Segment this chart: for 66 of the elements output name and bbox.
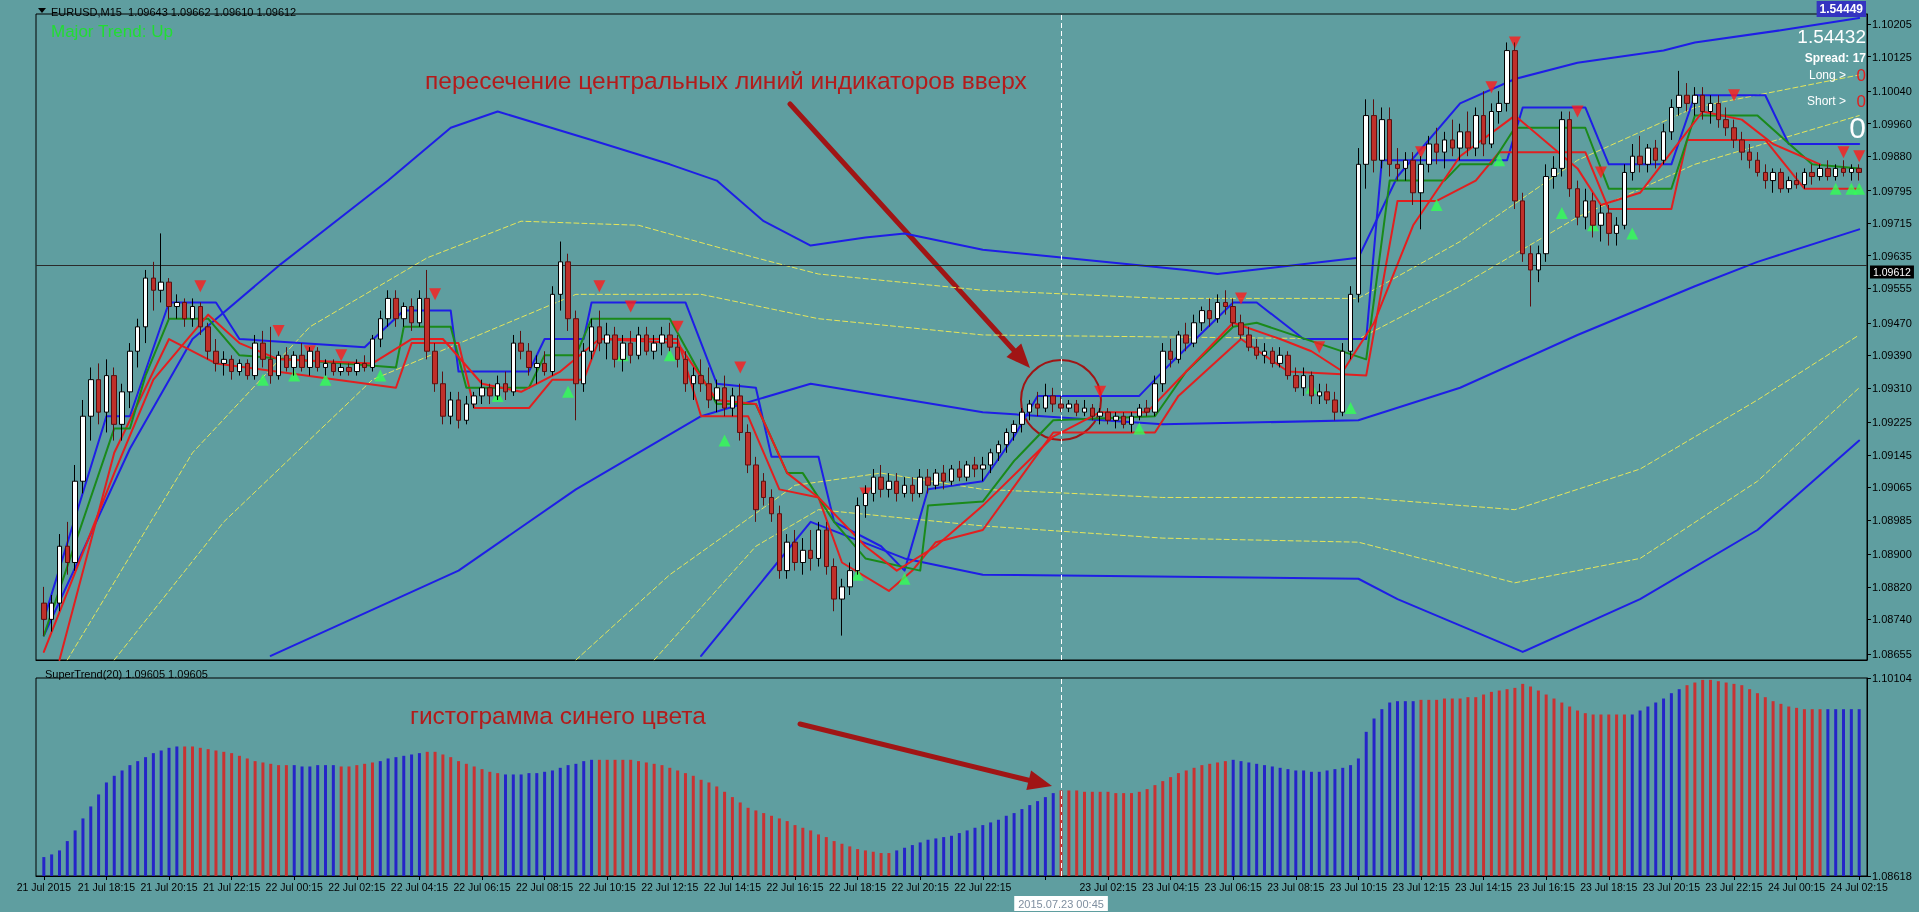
x-tick-label: 22 Jul 08:15 <box>516 880 574 893</box>
annotation: 1.54432 <box>1797 25 1866 47</box>
x-tick-label: 23 Jul 20:15 <box>1642 880 1701 893</box>
y-tick-label: 1.09880 <box>1872 150 1912 163</box>
y-tick-label: 1.10205 <box>1872 18 1912 31</box>
y-tick-label: 1.10040 <box>1872 85 1912 98</box>
x-tick-label: 23 Jul 16:15 <box>1517 880 1575 893</box>
x-tick-label: 23 Jul 18:15 <box>1580 880 1638 893</box>
y-tick-label: 1.08820 <box>1872 580 1912 593</box>
y-tick-label: 1.10125 <box>1872 50 1912 63</box>
annotation: 0 <box>1856 91 1866 111</box>
x-tick-label: 24 Jul 02:15 <box>1830 880 1888 893</box>
y-tick-label: 1.09065 <box>1872 481 1912 494</box>
x-tick-label: 22 Jul 14:15 <box>703 880 762 893</box>
y-tick-label: 1.09795 <box>1872 184 1912 197</box>
annotation: 1.54449 <box>1819 2 1864 16</box>
x-tick-label: 21 Jul 20:15 <box>140 880 198 893</box>
y-tick-label: 1.08740 <box>1872 613 1912 626</box>
y-tick-label: 1.10104 <box>1872 672 1912 684</box>
x-tick-label: 22 Jul 20:15 <box>891 880 949 893</box>
x-tick-label: 22 Jul 04:15 <box>390 880 449 893</box>
annotation: 0 <box>1856 65 1866 85</box>
annotation: 0 <box>1849 110 1866 144</box>
text: Major Trend: Up <box>51 22 173 41</box>
annotation: гистограмма синего цвета <box>410 701 707 729</box>
y-tick-label: 1.09555 <box>1872 282 1912 295</box>
y-tick-label: 1.09390 <box>1872 349 1912 362</box>
y-tick-label: 1.08655 <box>1872 647 1912 660</box>
x-tick-label: 22 Jul 16:15 <box>766 880 824 893</box>
x-tick-label: 24 Jul 00:15 <box>1767 880 1826 893</box>
x-tick-label: 23 Jul 22:15 <box>1705 880 1763 893</box>
x-tick-label: 23 Jul 06:15 <box>1204 880 1262 893</box>
ref-line-label: 1.09612 <box>1873 266 1912 279</box>
y-tick-label: 1.09960 <box>1872 117 1912 130</box>
y-tick-label: 1.08985 <box>1872 513 1912 526</box>
chart-title: EURUSD,M15 1.09643 1.09662 1.09610 1.09612 <box>51 5 297 18</box>
annotation: Short > <box>1806 94 1846 108</box>
y-tick-label: 1.08900 <box>1872 548 1912 561</box>
ref-line-label: 2015.07.23 00:45 <box>1018 897 1104 910</box>
x-tick-label: 22 Jul 06:15 <box>453 880 511 893</box>
x-tick-label: 21 Jul 18:15 <box>77 880 136 893</box>
y-tick-label: 1.09145 <box>1872 448 1912 461</box>
x-tick-label: 21 Jul 22:15 <box>203 880 261 893</box>
x-tick-label: 22 Jul 02:15 <box>328 880 386 893</box>
x-tick-label: 22 Jul 22:15 <box>954 880 1012 893</box>
y-tick-label: 1.09310 <box>1872 381 1912 394</box>
annotation: пересечение центральных линий индикаторов вверх <box>425 66 1027 94</box>
y-tick-label: 1.09470 <box>1872 316 1912 329</box>
y-tick-label: 1.09715 <box>1872 217 1912 230</box>
chart-title: SuperTrend(20) 1.09605 1.09605 <box>45 667 208 680</box>
x-tick-label: 22 Jul 00:15 <box>265 880 323 893</box>
x-tick-label: 23 Jul 04:15 <box>1141 880 1200 893</box>
y-tick-label: 1.09635 <box>1872 249 1912 262</box>
x-tick-label: 23 Jul 14:15 <box>1454 880 1513 893</box>
annotation: Long > <box>1808 68 1846 82</box>
y-tick-label: 1.08618 <box>1872 870 1912 882</box>
x-tick-label: 22 Jul 10:15 <box>578 880 636 893</box>
x-tick-label: 23 Jul 10:15 <box>1329 880 1388 893</box>
annotation: Spread: 17 <box>1804 51 1867 65</box>
x-tick-label: 22 Jul 12:15 <box>641 880 699 893</box>
x-tick-label: 22 Jul 18:15 <box>828 880 887 893</box>
x-tick-label: 21 Jul 2015 <box>16 880 72 893</box>
y-tick-label: 1.09225 <box>1872 416 1912 429</box>
x-tick-label: 23 Jul 02:15 <box>1079 880 1137 893</box>
x-tick-label: 23 Jul 08:15 <box>1267 880 1325 893</box>
x-tick-label: 23 Jul 12:15 <box>1392 880 1450 893</box>
